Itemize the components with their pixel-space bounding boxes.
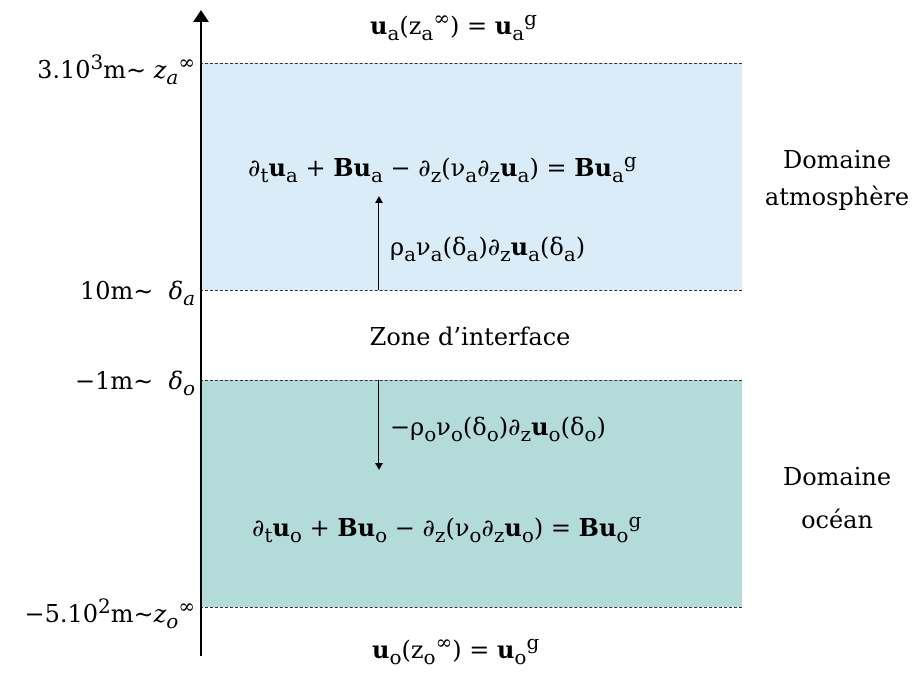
ocean-bottom-boundary-line: [200, 607, 742, 608]
ocean-flux-label: −ρoνo(δo)∂zuo(δo): [390, 412, 606, 446]
atmosphere-equation: ∂tua + Bua − ∂z(νa∂zua) = Buag: [248, 148, 637, 187]
level-label-atm-top: 3.103m∼ za∞: [37, 50, 195, 89]
level-label-ocean-top: −1m∼ δo: [74, 367, 195, 400]
ocean-flux-arrow-shaft: [378, 380, 380, 464]
level-label-atm-bottom: 10m∼ δa: [79, 277, 195, 310]
atmosphere-flux-arrow-shaft: [378, 203, 380, 290]
arrow-up-icon: [375, 196, 383, 203]
ocean-top-boundary-line: [200, 380, 742, 381]
top-boundary-condition: ua(za∞) = uag: [370, 6, 537, 45]
ocean-domain-label-line2: océan: [801, 506, 873, 534]
atmosphere-flux-label: ρaνa(δa)∂zua(δa): [390, 232, 586, 266]
arrow-down-icon: [375, 463, 383, 470]
bottom-boundary-condition: uo(zo∞) = uog: [372, 630, 540, 669]
atmosphere-domain-label-line1: Domaine: [782, 146, 892, 174]
ocean-domain-label-line1: Domaine: [782, 463, 892, 491]
z-axis-line: [200, 20, 202, 656]
atm-top-boundary-line: [200, 63, 742, 64]
interface-zone-label: Zone d’interface: [369, 323, 571, 351]
atm-bottom-boundary-line: [200, 290, 742, 291]
atmosphere-domain-band: [200, 63, 742, 290]
z-axis-arrow-icon: [193, 10, 209, 22]
atmosphere-domain-label-line2: atmosphère: [764, 183, 910, 211]
level-label-ocean-bottom: −5.102m∼zo∞: [24, 594, 195, 633]
ocean-equation: ∂tuo + Buo − ∂z(νo∂zuo) = Buog: [252, 508, 642, 547]
ocean-domain-band: [200, 380, 742, 607]
